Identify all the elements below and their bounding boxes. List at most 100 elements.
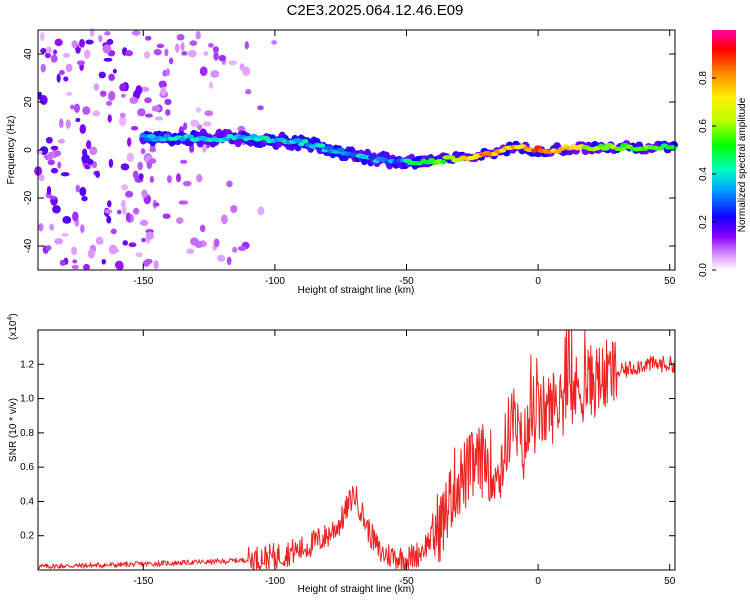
spectrogram-noise-point [82, 106, 91, 115]
spectrogram-noise-point [199, 224, 206, 233]
spectrogram-ridge-point [440, 159, 447, 165]
spectrogram-ridge-point [143, 137, 152, 142]
spectrogram-noise-point [237, 125, 246, 133]
spectrogram-noise-point [165, 68, 170, 76]
spectrogram-x-tick-label: 50 [664, 276, 676, 287]
spectrogram-noise-point [75, 117, 81, 123]
snr-x-tick-label: 50 [664, 576, 676, 587]
spectrogram-noise-point [105, 100, 113, 106]
spectrogram-noise-point [164, 98, 172, 106]
spectrogram-ridge-point [158, 137, 168, 142]
spectrogram-noise-point [87, 248, 95, 259]
snr-chart: -150 -100 -50 0 50 0.2 0.4 0.6 0.8 1.0 1.2 Height… [7, 313, 676, 595]
snr-y-tick-label: 1.0 [20, 394, 34, 405]
spectrogram-noise-point [145, 35, 152, 41]
spectrogram-noise-point [79, 38, 85, 48]
spectrogram-noise-point [107, 114, 112, 123]
spectrogram-noise-point [49, 223, 54, 231]
spectrogram-noise-point [165, 109, 171, 116]
snr-y-tick-label: 1.2 [20, 359, 34, 370]
spectrogram-noise-point [204, 110, 214, 117]
colorbar-label: Normalized spectral amplitude [737, 97, 748, 232]
spectrogram-noise-point [226, 256, 232, 266]
spectrogram-noise-point [242, 66, 251, 77]
spectrogram-noise-point [84, 164, 90, 170]
spectrogram-noise-point [63, 76, 69, 82]
snr-series-line [37, 329, 676, 570]
spectrogram-noise-point [62, 215, 72, 224]
colorbar-tick-label: 0.2 [698, 215, 709, 229]
spectrogram-x-ticks: -150 -100 -50 0 50 [133, 30, 676, 287]
spectrogram-noise-point [44, 52, 51, 59]
spectrogram-noise-point [45, 46, 52, 54]
spectrogram-noise-point [202, 121, 212, 127]
snr-y-ticks: 0.2 0.4 0.6 0.8 1.0 1.2 [20, 359, 675, 542]
colorbar-tick-label: 0.4 [698, 167, 709, 181]
spectrogram-noise-point [98, 71, 106, 79]
spectrogram-noise-point [228, 60, 238, 66]
snr-x-tick-label: -100 [265, 576, 285, 587]
spectrogram-noise-point [127, 137, 132, 147]
spectrogram-noise-point [232, 246, 238, 253]
spectrogram-ridge-point [600, 146, 610, 151]
spectrogram-noise-point [121, 93, 126, 98]
spectrogram-noise-point [108, 244, 118, 255]
spectrogram-noise-point [139, 219, 149, 226]
spectrogram-noise-point [82, 263, 90, 271]
snr-x-tick-label: 0 [535, 576, 541, 587]
spectrogram-noise-point [257, 105, 264, 111]
spectrogram-noise-point [65, 63, 73, 73]
spectrogram-ridge-point [336, 147, 345, 152]
snr-y-tick-label: 0.4 [20, 496, 34, 507]
spectrogram-noise-point [175, 217, 184, 224]
spectrogram-noise-point [137, 108, 146, 117]
colorbar-tick-label: 0.0 [698, 263, 709, 277]
spectrogram-ridge-point [616, 146, 626, 152]
spectrogram-noise-point [112, 68, 117, 74]
spectrogram-noise-point [89, 146, 98, 156]
spectrogram-noise-point [156, 43, 165, 49]
spectrogram-noise-point [71, 264, 79, 270]
spectrogram-noise-point [54, 150, 62, 157]
spectrogram-noise-point [50, 167, 59, 174]
spectrogram-noise-point [142, 260, 150, 267]
spectrogram-noise-point [189, 40, 198, 46]
spectrogram-noise-point [110, 228, 117, 235]
spectrogram-ridge-point [367, 155, 377, 160]
spectrogram-ridge-point [146, 134, 157, 139]
spectrogram-noise-point [131, 30, 141, 36]
spectrogram-noise-point [101, 258, 106, 265]
snr-x-tick-label: -150 [133, 576, 153, 587]
spectrogram-noise-point [138, 173, 144, 180]
spectrogram-noise-point [237, 245, 247, 252]
spectrogram-noise-point [220, 214, 228, 225]
spectrogram-noise-point [153, 48, 162, 56]
spectrogram-noise-point [93, 83, 100, 91]
spectrogram-noise-point [245, 88, 252, 95]
spectrogram-noise-point [179, 159, 188, 164]
snr-y-tick-label: 0.6 [20, 462, 34, 473]
spectrogram-noise-point [103, 57, 113, 62]
spectrogram-x-tick-label: -100 [265, 276, 285, 287]
spectrogram-noise-point [257, 206, 265, 216]
snr-frame [37, 329, 676, 571]
spectrogram-y-tick-label: -40 [23, 238, 34, 253]
spectrogram-noise-point [160, 86, 167, 97]
spectrogram-noise-point [65, 119, 71, 129]
spectrogram-noise-point [182, 180, 192, 187]
spectrogram-noise-point [66, 91, 73, 96]
spectrogram-ridge-point [447, 155, 456, 160]
spectrogram-noise-point [129, 96, 139, 104]
spectrogram-noise-point [176, 34, 185, 41]
spectrogram-noise-point [125, 212, 131, 223]
spectrogram-noise-point [107, 200, 112, 208]
spectrogram-noise-point [149, 175, 155, 183]
spectrogram-noise-point [120, 163, 130, 171]
spectrogram-noise-point [132, 170, 139, 180]
spectrogram-noise-point [57, 161, 62, 169]
spectrogram-ridge-point [301, 139, 309, 144]
spectrogram-noise-point [81, 153, 90, 164]
snr-x-tick-label: -50 [399, 576, 414, 587]
spectrogram-noise-point [230, 204, 238, 214]
spectrogram-noise-point [119, 83, 127, 92]
